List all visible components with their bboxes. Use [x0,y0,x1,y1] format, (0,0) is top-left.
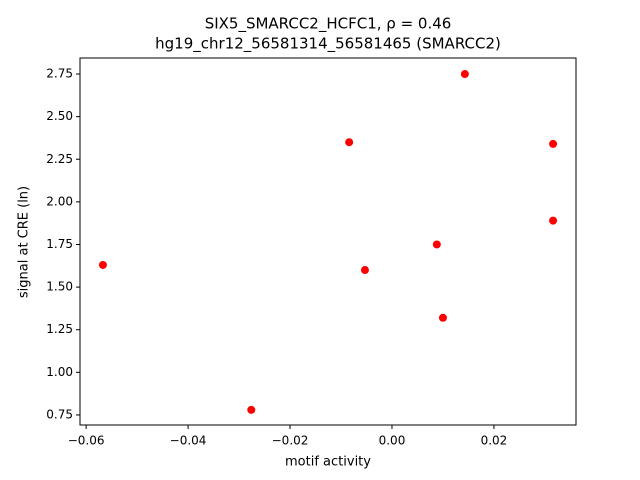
point [360,266,369,275]
point [438,313,447,322]
y-axis-label: signal at CRE (ln) [17,186,32,298]
x-axis-label: motif activity [285,455,371,470]
point [549,139,558,148]
y-tick-label: 1.75 [46,237,73,251]
chart-subtitle: hg19_chr12_56581314_56581465 (SMARCC2) [155,35,501,54]
x-tick-label: −0.04 [170,434,207,448]
y-tick-label: 2.25 [46,152,73,166]
y-tick-label: 1.00 [46,365,73,379]
point [98,260,107,269]
point [549,216,558,225]
point [247,405,256,414]
y-tick-label: 2.75 [46,67,73,81]
point [345,138,354,147]
y-tick-label: 1.25 [46,322,73,336]
y-tick-label: 2.50 [46,109,73,123]
plot-frame [79,57,577,426]
point [432,240,441,249]
x-tick-label: −0.06 [68,434,105,448]
y-tick-label: 0.75 [46,407,73,421]
x-tick-label: 0.02 [481,434,508,448]
chart-title: SIX5_SMARCC2_HCFC1, ρ = 0.46 [205,15,452,34]
y-tick-label: 2.00 [46,194,73,208]
point [460,70,469,79]
x-tick-label: −0.02 [272,434,309,448]
x-tick-label: 0.00 [379,434,406,448]
y-tick-label: 1.50 [46,280,73,294]
